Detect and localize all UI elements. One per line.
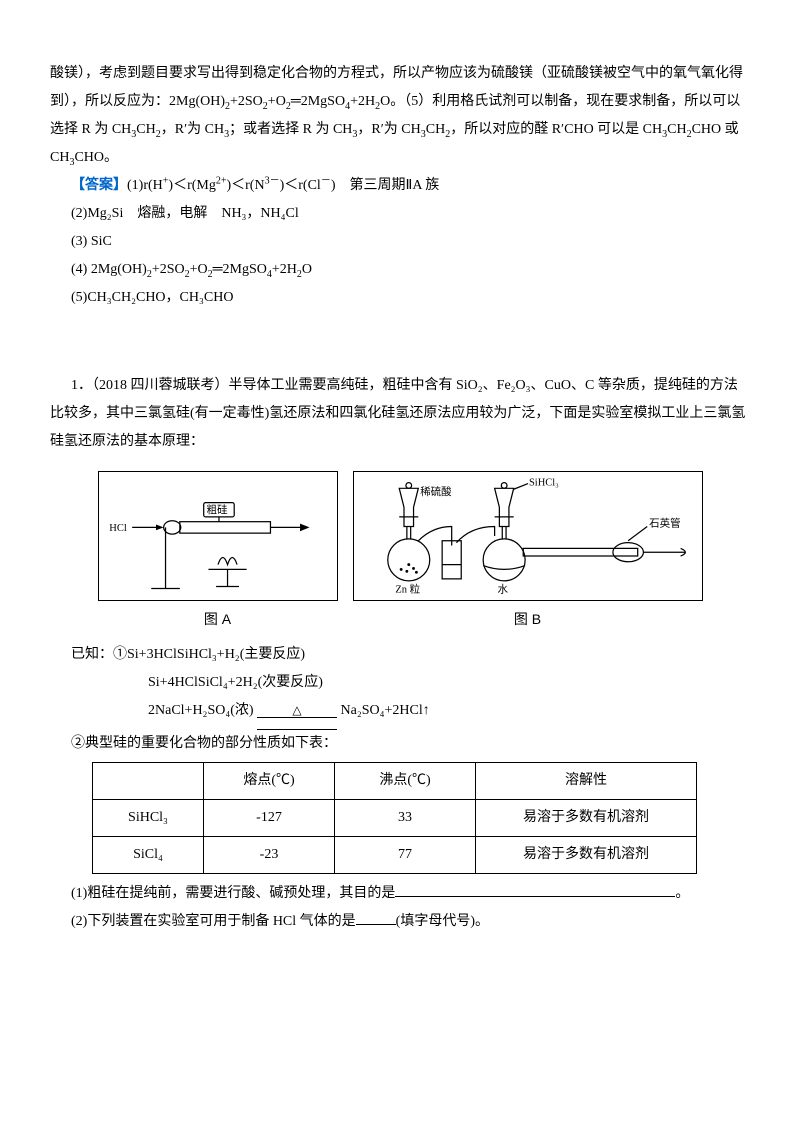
figure-a-caption: 图 A [98, 605, 338, 633]
td: -23 [204, 837, 335, 874]
answer-line-2: (2)Mg₂Si 熔融，电解 NH₃，NH₄Cl [50, 200, 750, 228]
r3-right: Na₂SO₄+2HCl↑ [341, 703, 430, 718]
sup: 3－ [265, 175, 280, 186]
diagram-row: HCl 粗硅 [50, 471, 750, 601]
t: ═2MgSO [291, 94, 345, 109]
td: 易溶于多数有机溶剂 [476, 800, 697, 837]
blank-line [356, 910, 396, 925]
cusi-label: 粗硅 [206, 503, 227, 516]
tube-label: 石英管 [649, 516, 680, 529]
t: +O [268, 94, 286, 109]
hcl-label: HCl [109, 523, 127, 534]
t: CH [667, 122, 686, 137]
cond-top: △ [257, 704, 337, 717]
t: O [302, 262, 312, 277]
t: 。 [675, 886, 689, 901]
caption-row: 图 A 图 B [50, 605, 750, 633]
reaction-condition: △ [257, 704, 337, 730]
t: ；或者选择 R 为 CH [229, 122, 352, 137]
answer-line-1: 【答案】(1)r(H+)＜r(Mg2+)＜r(N3－)＜r(Cl－) 第三周期Ⅱ… [50, 172, 750, 200]
t: (填字母代号)。 [396, 914, 489, 929]
t: CH [426, 122, 445, 137]
t: )＜r(N [226, 178, 264, 193]
t: ) 第三周期ⅡA 族 [331, 178, 439, 193]
t: CHO。 [74, 150, 118, 165]
xisuan-label: 稀硫酸 [420, 485, 452, 498]
t: ，R′为 CH [357, 122, 420, 137]
answer-line-4: (4) 2Mg(OH)2+2SO2+O2═2MgSO4+2H2O [50, 256, 750, 284]
td: SiHCl₃ [93, 800, 204, 837]
table-row: SiHCl₃ -127 33 易溶于多数有机溶剂 [93, 800, 697, 837]
td: SiCl₄ [93, 837, 204, 874]
th: 溶解性 [476, 763, 697, 800]
td: 33 [335, 800, 476, 837]
td: -127 [204, 800, 335, 837]
sup: － [321, 175, 331, 186]
t: (1)r(H [127, 178, 163, 193]
figure-b: 稀硫酸 Zn 粒 SiHCl₃ 水 [353, 471, 703, 601]
t: (4) 2Mg(OH) [71, 262, 147, 277]
subq-2: (2)下列装置在实验室可用于制备 HCl 气体的是 (填字母代号)。 [50, 908, 750, 936]
figure-b-caption: 图 B [353, 605, 703, 633]
known-r3: 2NaCl+H₂SO₄(浓) △ Na₂SO₄+2HCl↑ [50, 697, 750, 730]
t: +2SO [230, 94, 263, 109]
t: (1)粗硅在提纯前，需要进行酸、碱预处理，其目的是 [71, 886, 395, 901]
td: 77 [335, 837, 476, 874]
water-label: 水 [497, 583, 508, 595]
t: )＜r(Cl [280, 178, 321, 193]
subq-1: (1)粗硅在提纯前，需要进行酸、碱预处理，其目的是 。 [50, 880, 750, 908]
t: (2)下列装置在实验室可用于制备 HCl 气体的是 [71, 914, 356, 929]
t: ═2MgSO [213, 262, 267, 277]
intro-para: 酸镁），考虑到题目要求写出得到稳定化合物的方程式，所以产物应该为硫酸镁（亚硫酸镁… [50, 60, 750, 172]
properties-table: 熔点(℃) 沸点(℃) 溶解性 SiHCl₃ -127 33 易溶于多数有机溶剂… [92, 762, 697, 874]
question-1-stem: 1．（2018 四川蓉城联考）半导体工业需要高纯硅，粗硅中含有 SiO₂、Fe₂… [50, 372, 750, 456]
answer-line-5: (5)CH₃CH₂CHO，CH₃CHO [50, 284, 750, 312]
blank-line [395, 882, 675, 897]
spacer [50, 312, 750, 372]
t: )＜r(Mg [168, 178, 215, 193]
r3-left: 2NaCl+H₂SO₄(浓) [148, 703, 254, 718]
known-r1: 已知：①Si+3HClSiHCl₃+H₂(主要反应) [50, 641, 750, 669]
t: +2H [272, 262, 297, 277]
sihcl3-label: SiHCl₃ [528, 477, 558, 488]
sup: 2+ [216, 175, 227, 186]
td: 易溶于多数有机溶剂 [476, 837, 697, 874]
known-p2: ②典型硅的重要化合物的部分性质如下表： [50, 730, 750, 758]
t: +O [190, 262, 208, 277]
answer-line-3: (3) SiC [50, 228, 750, 256]
known-r2: Si+4HClSiCl₄+2H₂(次要反应) [50, 669, 750, 697]
table-row: SiCl₄ -23 77 易溶于多数有机溶剂 [93, 837, 697, 874]
th: 沸点(℃) [335, 763, 476, 800]
answer-label: 【答案】 [71, 178, 127, 193]
th [93, 763, 204, 800]
zn-label: Zn 粒 [395, 582, 420, 595]
figure-a: HCl 粗硅 [98, 471, 338, 601]
th: 熔点(℃) [204, 763, 335, 800]
t: ，所以对应的醛 R′CHO 可以是 CH [450, 122, 662, 137]
t: CH [136, 122, 155, 137]
t: +2H [350, 94, 375, 109]
table-row: 熔点(℃) 沸点(℃) 溶解性 [93, 763, 697, 800]
t: ，R′为 CH [161, 122, 224, 137]
t: +2SO [152, 262, 185, 277]
